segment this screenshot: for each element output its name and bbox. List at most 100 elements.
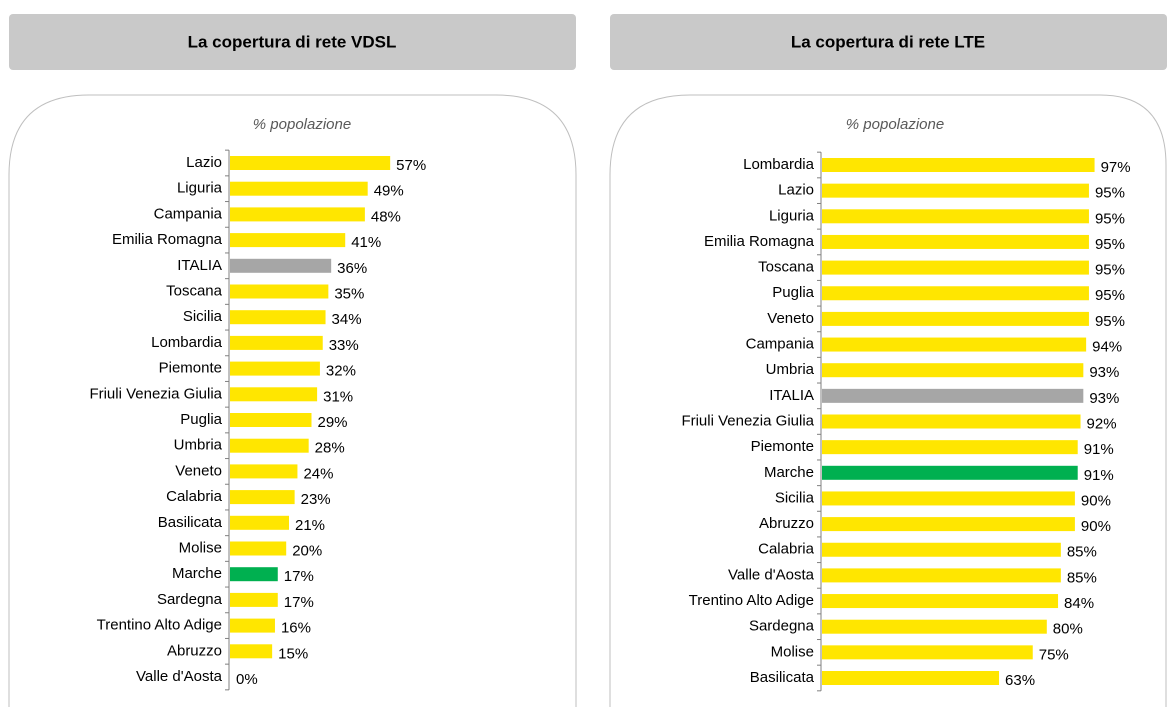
bar [822, 363, 1084, 378]
value-label: 49% [374, 183, 404, 200]
category-label: Umbria [174, 437, 223, 454]
bar [230, 335, 323, 350]
category-label: Abruzzo [759, 515, 814, 532]
bar [230, 515, 290, 530]
value-label: 94% [1092, 339, 1122, 356]
category-label: Valle d'Aosta [728, 566, 815, 583]
category-label: Umbria [766, 361, 815, 378]
bar [230, 490, 295, 505]
value-label: 95% [1095, 210, 1125, 227]
value-label: 34% [332, 311, 362, 328]
category-label: Toscana [166, 282, 223, 299]
category-label: Sicilia [775, 489, 815, 506]
value-label: 28% [315, 440, 345, 457]
category-label: Sardegna [157, 591, 223, 608]
category-label: Emilia Romagna [112, 231, 223, 248]
bar [230, 464, 298, 479]
category-label: Liguria [177, 180, 223, 197]
value-label: 91% [1084, 467, 1114, 484]
value-label: 84% [1064, 595, 1094, 612]
category-label: Toscana [758, 259, 815, 276]
category-label: Campania [746, 336, 815, 353]
panel [8, 94, 577, 707]
bar [822, 491, 1075, 506]
category-label: Sardegna [749, 618, 815, 635]
category-label: Valle d'Aosta [136, 668, 223, 685]
category-label: Sicilia [183, 308, 223, 325]
category-label: Puglia [772, 284, 814, 301]
category-label: Lombardia [151, 334, 223, 351]
value-label: 57% [396, 157, 426, 174]
value-label: 95% [1095, 236, 1125, 253]
bar [822, 594, 1059, 609]
bar [230, 541, 287, 556]
bar [822, 183, 1089, 198]
header-box [9, 14, 576, 70]
value-label: 29% [317, 414, 347, 431]
category-label: Calabria [166, 488, 223, 505]
value-label: 95% [1095, 287, 1125, 304]
value-label: 92% [1087, 415, 1117, 432]
category-label: ITALIA [177, 257, 222, 274]
category-label: Abruzzo [167, 642, 222, 659]
value-label: 85% [1067, 544, 1097, 561]
bar [822, 209, 1089, 224]
bar [822, 234, 1089, 249]
category-label: Lazio [186, 154, 222, 171]
bar [822, 568, 1061, 583]
value-label: 95% [1095, 313, 1125, 330]
category-label: Trentino Alto Adige [97, 617, 222, 634]
value-label: 36% [337, 260, 367, 277]
category-label: Liguria [769, 207, 815, 224]
category-label: Campania [154, 205, 223, 222]
chart-title: La copertura di rete VDSL [188, 32, 397, 51]
value-label: 95% [1095, 185, 1125, 202]
bar [822, 414, 1081, 429]
category-label: Veneto [767, 310, 814, 327]
bar [230, 387, 318, 402]
bar [822, 671, 1000, 685]
bar [822, 311, 1089, 326]
bar [822, 158, 1095, 172]
bar [822, 286, 1089, 301]
bar [230, 258, 332, 273]
value-label: 48% [371, 208, 401, 225]
category-label: Trentino Alto Adige [689, 592, 814, 609]
value-label: 90% [1081, 492, 1111, 509]
bar [230, 310, 326, 325]
category-label: Basilicata [158, 514, 223, 531]
value-label: 90% [1081, 518, 1111, 535]
category-label: Lombardia [743, 156, 815, 173]
value-label: 0% [236, 671, 258, 688]
category-label: Piemonte [159, 360, 222, 377]
value-label: 24% [303, 465, 333, 482]
bar [822, 645, 1033, 660]
category-label: Molise [771, 643, 814, 660]
bar [230, 361, 320, 376]
category-label: Veneto [175, 462, 222, 479]
value-label: 17% [284, 594, 314, 611]
bar [822, 337, 1087, 352]
category-label: Emilia Romagna [704, 233, 815, 250]
bar [822, 440, 1078, 455]
value-label: 95% [1095, 262, 1125, 279]
bar [230, 207, 365, 222]
category-label: Friuli Venezia Giulia [681, 412, 814, 429]
value-label: 85% [1067, 569, 1097, 586]
value-label: 21% [295, 517, 325, 534]
bar [822, 388, 1084, 403]
category-label: Lazio [778, 182, 814, 199]
category-label: Basilicata [750, 669, 815, 686]
value-label: 80% [1053, 621, 1083, 638]
value-label: 91% [1084, 441, 1114, 458]
category-label: ITALIA [769, 387, 814, 404]
value-label: 97% [1101, 159, 1131, 176]
panel [609, 94, 1167, 707]
bar [230, 592, 278, 607]
bar [230, 413, 312, 427]
chart-subtitle: % popolazione [846, 116, 944, 133]
value-label: 93% [1089, 390, 1119, 407]
category-label: Puglia [180, 411, 222, 428]
bar [230, 233, 346, 248]
value-label: 93% [1089, 364, 1119, 381]
